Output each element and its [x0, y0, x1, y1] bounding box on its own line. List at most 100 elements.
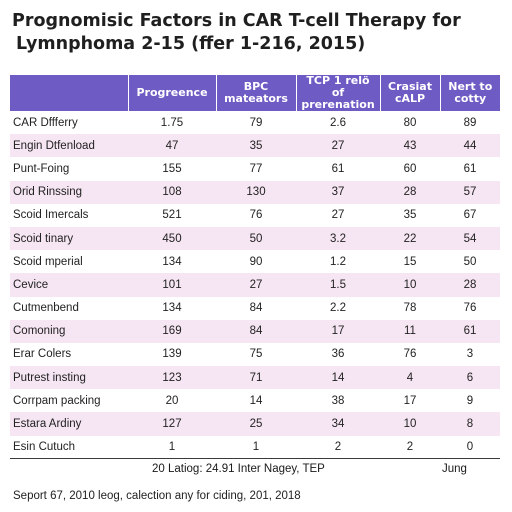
- table-row: Scoid Imercals 521 76 27 35 67: [10, 203, 500, 227]
- title-line-1: Prognomisic Factors in CAR T-cell Therap…: [12, 11, 461, 31]
- table-row: Comoning 169 84 17 11 61: [10, 319, 500, 343]
- table-cell: 8: [440, 412, 500, 436]
- table-cell: 90: [216, 250, 296, 274]
- table-cell: 20: [128, 389, 216, 413]
- row-label-cell: Estara Ardiny: [10, 412, 128, 436]
- table-cell: 10: [380, 273, 440, 297]
- column-header-progreence: Progreence: [127, 75, 216, 111]
- table-cell: 79: [216, 111, 296, 135]
- table-cell: 38: [296, 389, 380, 413]
- table-row: Estara Ardiny 127 25 34 10 8: [10, 412, 500, 436]
- table-row: Engin Dtfenload 47 35 27 43 44: [10, 134, 500, 158]
- page-title: Prognomisic Factors in CAR T-cell Therap…: [12, 10, 500, 56]
- table-body: CAR Dffferry 1.75 79 2.6 80 89 Engin Dtfenload…: [10, 111, 500, 459]
- table-cell: 61: [440, 157, 500, 181]
- table-row: Erar Colers 139 75 36 76 3: [10, 342, 500, 367]
- table-row: Esin Cutuch 1 1 2 2 0: [10, 435, 500, 459]
- table-cell: 101: [128, 273, 216, 297]
- table-cell: 2: [380, 435, 440, 459]
- table-cell: 521: [128, 203, 216, 227]
- table-cell: 4: [380, 366, 440, 390]
- data-table-container: Progreence BPC mateators TCP 1 relö of p…: [10, 75, 500, 459]
- table-cell: 2.6: [296, 111, 380, 135]
- table-cell: 14: [216, 389, 296, 413]
- row-label-cell: Cevice: [10, 273, 128, 297]
- column-header-name: [10, 75, 128, 111]
- table-header-row: Progreence BPC mateators TCP 1 relö of p…: [10, 75, 500, 111]
- row-label-cell: Scoid tinary: [10, 226, 128, 251]
- table-cell: 11: [380, 319, 440, 343]
- row-label-cell: Corrpam packing: [10, 389, 128, 413]
- table-cell: 61: [440, 319, 500, 343]
- table-cell: 14: [296, 366, 380, 390]
- table-cell: 25: [216, 412, 296, 436]
- table-cell: 84: [216, 319, 296, 343]
- table-cell: 9: [440, 389, 500, 413]
- table-cell: 28: [440, 273, 500, 297]
- row-label-cell: Orid Rinssing: [10, 180, 128, 204]
- table-row: Putrest insting 123 71 14 4 6: [10, 366, 500, 390]
- column-header-tcp: TCP 1 relö of prerenation: [295, 75, 380, 111]
- table-cell: 6: [440, 366, 500, 390]
- table-cell: 50: [440, 250, 500, 274]
- table-cell: 134: [128, 250, 216, 274]
- table-row: Punt-Foing 155 77 61 60 61: [10, 157, 500, 181]
- table-cell: 67: [440, 203, 500, 227]
- table-cell: 60: [380, 157, 440, 181]
- table-cell: 10: [380, 412, 440, 436]
- table-cell: 35: [380, 203, 440, 227]
- row-label-cell: Erar Colers: [10, 342, 128, 367]
- table-cell: 44: [440, 134, 500, 158]
- table-cell: 78: [380, 296, 440, 320]
- table-cell: 3.2: [296, 226, 380, 251]
- table-cell: 77: [216, 157, 296, 181]
- table-cell: 0: [440, 435, 500, 459]
- row-label-cell: Cutmenbend: [10, 296, 128, 320]
- table-footer-right: Jung: [442, 463, 467, 475]
- table-cell: 47: [128, 134, 216, 158]
- table-row: Cutmenbend 134 84 2.2 78 76: [10, 296, 500, 320]
- row-label-cell: Scoid Imercals: [10, 203, 128, 227]
- table-cell: 1: [128, 435, 216, 459]
- row-label-cell: Putrest insting: [10, 366, 128, 390]
- table-cell: 2.2: [296, 296, 380, 320]
- row-label-cell: CAR Dffferry: [10, 111, 128, 135]
- source-note: Seport 67, 2010 leog, calection any for …: [13, 490, 301, 502]
- table-cell: 27: [296, 203, 380, 227]
- table-cell: 22: [380, 226, 440, 251]
- table-footer-left: 20 Latiog: 24.91 Inter Nagey, TEP: [152, 463, 325, 475]
- table-cell: 123: [128, 366, 216, 390]
- table-cell: 34: [296, 412, 380, 436]
- table-cell: 76: [216, 203, 296, 227]
- column-header-bpc: BPC mateators: [215, 75, 296, 111]
- table-row: Corrpam packing 20 14 38 17 9: [10, 389, 500, 413]
- table-cell: 134: [128, 296, 216, 320]
- title-line-2: Lymnphoma 2-15 (ffer 1-216, 2015): [16, 34, 366, 54]
- table-cell: 17: [296, 319, 380, 343]
- table-cell: 139: [128, 342, 216, 367]
- table-row: Cevice 101 27 1.5 10 28: [10, 273, 500, 297]
- row-label-cell: Punt-Foing: [10, 157, 128, 181]
- table-cell: 2: [296, 435, 380, 459]
- table-cell: 127: [128, 412, 216, 436]
- table-cell: 76: [440, 296, 500, 320]
- table-cell: 3: [440, 342, 500, 367]
- table-cell: 50: [216, 226, 296, 251]
- table-cell: 28: [380, 180, 440, 204]
- table-cell: 84: [216, 296, 296, 320]
- table-cell: 17: [380, 389, 440, 413]
- table-cell: 169: [128, 319, 216, 343]
- table-cell: 75: [216, 342, 296, 367]
- table-cell: 35: [216, 134, 296, 158]
- row-label-cell: Esin Cutuch: [10, 435, 128, 459]
- table-cell: 80: [380, 111, 440, 135]
- table-cell: 61: [296, 157, 380, 181]
- table-cell: 15: [380, 250, 440, 274]
- table-row: Scoid mperial 134 90 1.2 15 50: [10, 250, 500, 274]
- table-cell: 1.75: [128, 111, 216, 135]
- table-row: Scoid tinary 450 50 3.2 22 54: [10, 226, 500, 251]
- table-cell: 76: [380, 342, 440, 367]
- table-cell: 37: [296, 180, 380, 204]
- table-cell: 108: [128, 180, 216, 204]
- table-cell: 1.5: [296, 273, 380, 297]
